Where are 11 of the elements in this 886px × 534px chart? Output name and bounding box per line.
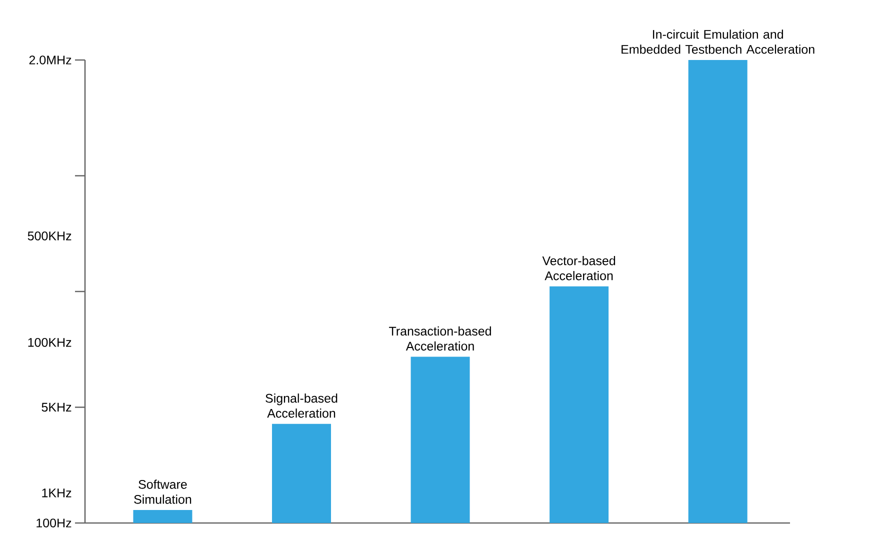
x-tick-label: Vector-based Acceleration: [542, 256, 616, 280]
text: 5KHz: [42, 402, 72, 412]
x-tick-label: Software Simulation: [134, 480, 192, 504]
text: 1KHz: [42, 488, 72, 498]
text: 100Hz: [36, 518, 72, 528]
text: 500KHz: [28, 232, 72, 240]
x-tick-label: Transaction-based Acceleration: [389, 326, 491, 351]
text: 100KHz: [28, 338, 72, 347]
x-tick-label: In-circuit Emulation and Embedded Testbench Acceleration: [622, 30, 814, 54]
x-tick-label: Signal-based Acceleration: [266, 394, 338, 418]
text: 2.0MHz: [29, 56, 72, 64]
